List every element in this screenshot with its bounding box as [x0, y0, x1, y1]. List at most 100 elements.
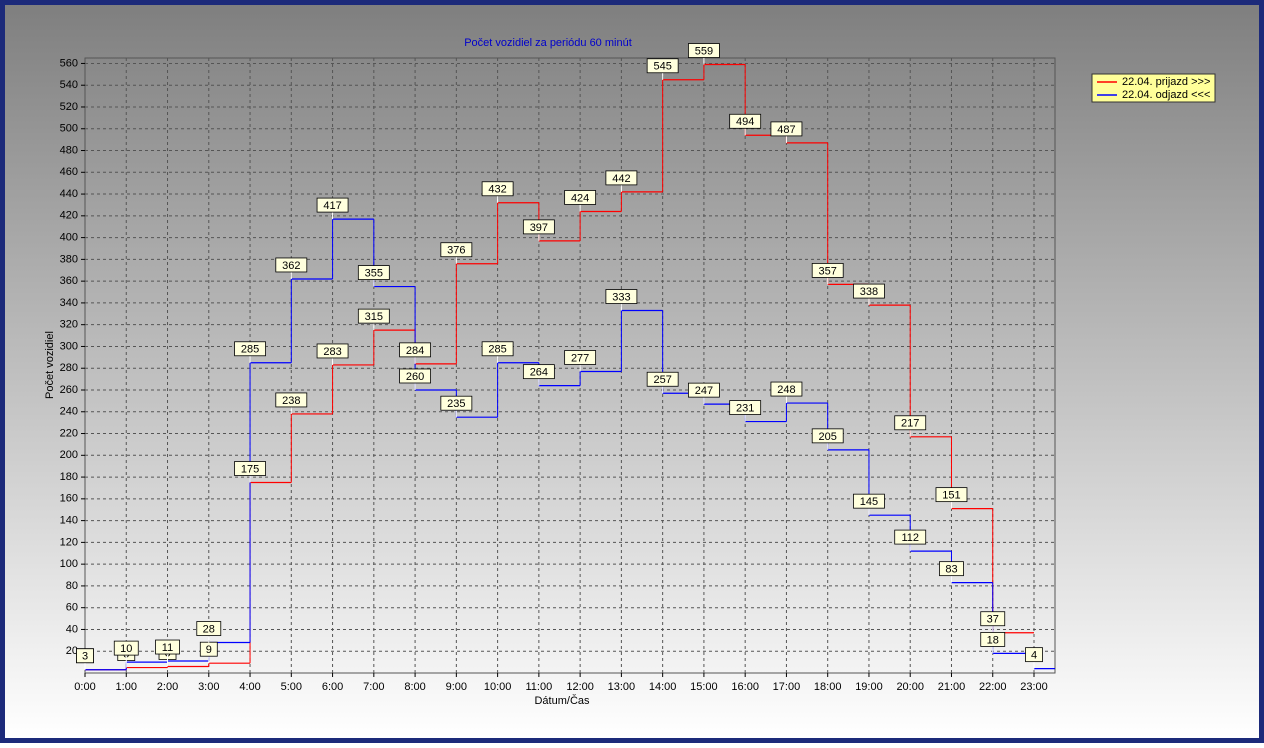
y-tick-label: 280: [60, 362, 78, 374]
data-label: 145: [860, 496, 878, 508]
data-label: 205: [819, 431, 837, 443]
y-tick-label: 540: [60, 79, 78, 91]
label-box: [440, 242, 473, 258]
data-label: 277: [571, 352, 589, 364]
label-box: [316, 343, 349, 359]
y-tick-label: 100: [60, 558, 78, 570]
data-label: 10: [120, 643, 132, 655]
data-label: 260: [406, 371, 424, 383]
x-tick-label: 20:00: [896, 681, 924, 693]
x-tick-label: 0:00: [74, 681, 95, 693]
data-label: 559: [695, 45, 713, 57]
label-box: [980, 611, 1006, 627]
legend-label: 22.04. odjazd <<<: [1122, 89, 1210, 101]
data-label: 257: [653, 374, 671, 386]
label-box: [399, 342, 431, 358]
x-tick-label: 7:00: [363, 681, 384, 693]
x-tick-label: 9:00: [446, 681, 467, 693]
y-tick-label: 140: [60, 515, 78, 527]
label-box: [196, 621, 222, 636]
data-label: 432: [488, 184, 506, 196]
label-box: [935, 487, 968, 503]
data-label: 9: [206, 644, 212, 656]
label-box: [729, 113, 762, 129]
label-box: [399, 368, 431, 384]
y-tick-label: 40: [66, 623, 78, 635]
y-tick-label: 460: [60, 166, 78, 178]
x-axis-label: Dátum/Čas: [534, 694, 590, 707]
data-label: 37: [987, 614, 999, 626]
x-tick-label: 10:00: [484, 681, 512, 693]
data-label: 28: [203, 623, 215, 635]
data-label: 545: [653, 61, 671, 73]
data-label: 362: [282, 260, 300, 272]
data-label: 18: [987, 634, 999, 646]
label-box: [939, 561, 964, 577]
data-label: 417: [323, 200, 341, 212]
legend: [1091, 73, 1216, 103]
label-box: [155, 639, 180, 655]
data-label: 83: [945, 564, 957, 576]
chart-title: Počet vozidiel za periódu 60 minút: [464, 37, 632, 49]
label-box: [811, 428, 844, 444]
label-box: [564, 350, 597, 365]
plot-area: [84, 57, 1056, 674]
y-tick-label: 360: [60, 275, 78, 287]
y-tick-label: 420: [60, 210, 78, 222]
label-box: [811, 263, 844, 278]
x-tick-label: 21:00: [938, 681, 966, 693]
x-tick-label: 11:00: [526, 681, 553, 693]
label-box: [729, 400, 762, 415]
label-box: [770, 381, 803, 397]
x-tick-label: 4:00: [239, 681, 260, 693]
data-label: 151: [942, 490, 960, 502]
label-box: [522, 219, 555, 235]
y-tick-label: 160: [60, 493, 78, 505]
label-box: [481, 341, 514, 357]
label-box: [564, 190, 597, 205]
label-box: [357, 308, 390, 324]
data-label: 11: [162, 642, 173, 654]
data-label: 231: [736, 402, 754, 414]
x-tick-label: 2:00: [157, 681, 178, 693]
label-box: [440, 395, 473, 411]
y-tick-label: 80: [66, 580, 78, 592]
data-label: 3: [82, 651, 88, 663]
label-box: [234, 341, 266, 357]
data-label: 247: [695, 385, 713, 397]
y-tick-label: 380: [60, 253, 78, 265]
y-tick-label: 500: [60, 123, 78, 135]
y-tick-label: 240: [60, 406, 78, 418]
y-tick-label: 180: [60, 471, 78, 483]
data-label: 338: [860, 286, 878, 298]
x-tick-label: 17:00: [773, 681, 801, 693]
y-tick-label: 400: [60, 232, 78, 244]
y-tick-label: 300: [60, 340, 78, 352]
data-label: 248: [777, 384, 795, 396]
label-box: [275, 392, 308, 408]
data-label: 397: [530, 222, 548, 234]
label-box: [853, 283, 885, 299]
label-box: [605, 170, 638, 186]
data-label: 238: [282, 395, 300, 407]
x-tick-label: 19:00: [855, 681, 883, 693]
label-box: [646, 58, 679, 74]
data-label: 357: [819, 265, 837, 277]
data-label: 284: [406, 345, 424, 357]
y-tick-label: 440: [60, 188, 78, 200]
data-label: 285: [488, 344, 506, 356]
y-tick-label: 520: [60, 101, 78, 113]
x-tick-label: 13:00: [608, 681, 636, 693]
data-label: 355: [365, 267, 383, 279]
label-box: [1025, 647, 1043, 663]
x-tick-label: 23:00: [1020, 681, 1048, 693]
x-tick-label: 22:00: [979, 681, 1007, 693]
data-label: 285: [241, 344, 259, 356]
data-label: 264: [530, 367, 548, 379]
data-label: 376: [447, 245, 465, 257]
label-box: [688, 43, 720, 58]
x-tick-label: 12:00: [566, 681, 594, 693]
x-tick-label: 5:00: [281, 681, 302, 693]
